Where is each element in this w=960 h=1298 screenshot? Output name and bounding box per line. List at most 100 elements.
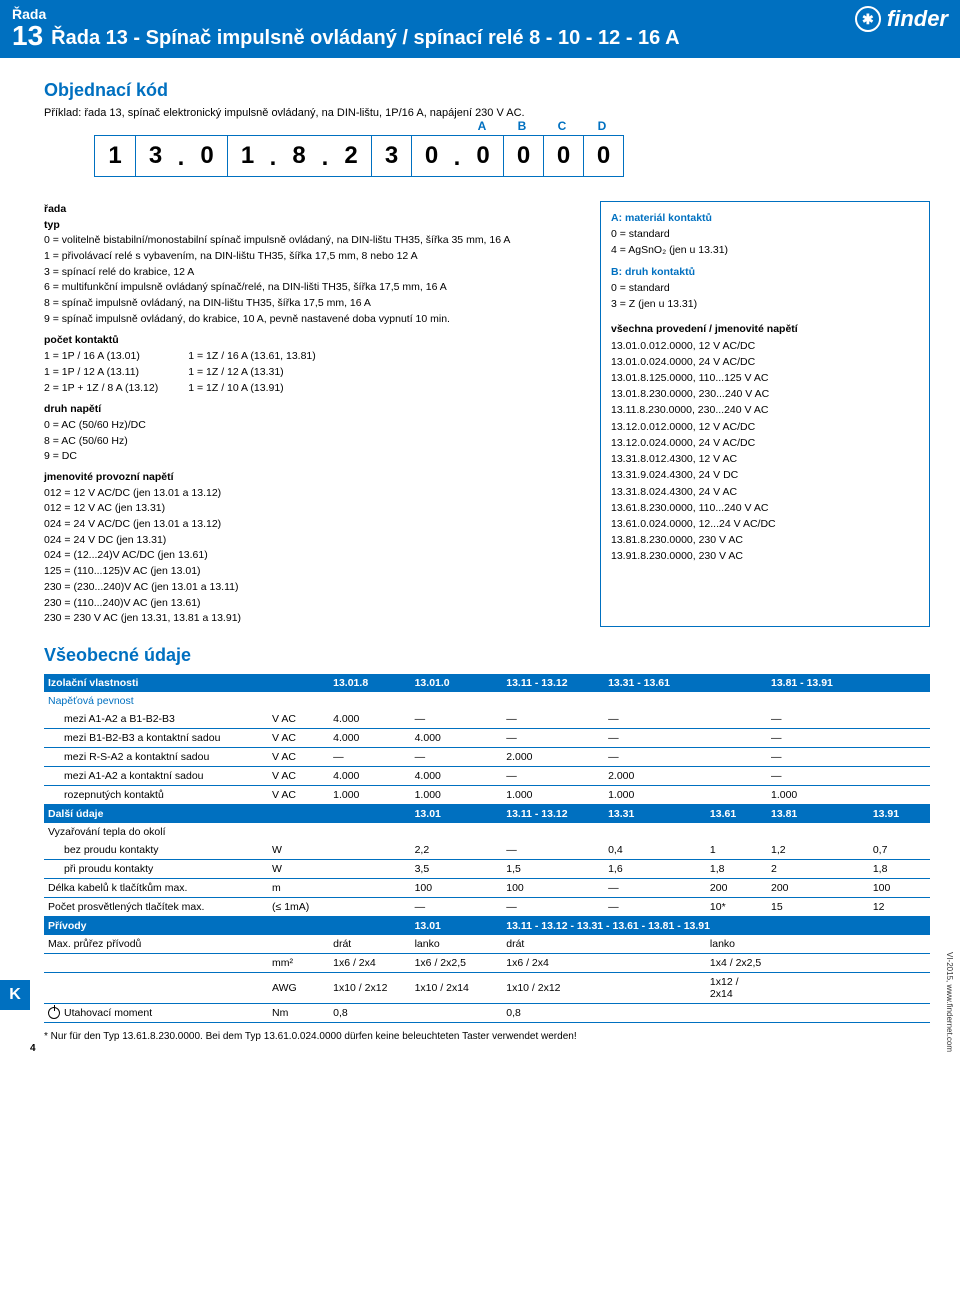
- table-cell: 1,5: [502, 859, 604, 878]
- table-row: Délka kabelů k tlačítkům max.m100100—200…: [44, 878, 930, 897]
- table-cell: 4.000: [411, 728, 503, 747]
- table-cell: [706, 785, 767, 804]
- table-cell: [604, 935, 706, 954]
- table-cell: 13.31: [604, 804, 706, 823]
- table-cell: [604, 972, 706, 1003]
- table-cell: 2: [767, 859, 869, 878]
- contact-columns: 1 = 1P / 16 A (13.01)1 = 1P / 12 A (13.1…: [44, 348, 570, 396]
- text-line: 0 = standard: [611, 281, 919, 296]
- footnote: * Nur für den Typ 13.61.8.230.0000. Bei …: [44, 1031, 930, 1042]
- table-cell: [869, 1003, 930, 1022]
- code-cell: 1: [227, 136, 267, 176]
- table-cell: [706, 674, 767, 692]
- table-cell: 13.01: [411, 916, 503, 935]
- table-cell: —: [411, 747, 503, 766]
- table-cell: 2.000: [502, 747, 604, 766]
- table-cell: [411, 823, 503, 841]
- table-cell: —: [767, 728, 869, 747]
- table-cell: mm²: [268, 953, 329, 972]
- table-cell: [268, 692, 329, 710]
- table-cell: —: [604, 728, 706, 747]
- page-header: Řada 13 Řada 13 - Spínač impulsně ovláda…: [0, 0, 960, 58]
- text-line: 3 = spínací relé do krabice, 12 A: [44, 265, 570, 280]
- table-cell: mezi R-S-A2 a kontaktní sadou: [44, 747, 268, 766]
- code-cell: 0: [187, 136, 227, 176]
- code-label: B: [502, 119, 542, 133]
- text-line: 024 = (12...24)V AC/DC (jen 13.61): [44, 548, 570, 563]
- text-line: 1 = 1P / 16 A (13.01): [44, 349, 158, 364]
- text-line: 024 = 24 V AC/DC (jen 13.01 a 13.12): [44, 517, 570, 532]
- text-line: 012 = 12 V AC/DC (jen 13.01 a 13.12): [44, 486, 570, 501]
- table-cell: Vyzařování tepla do okolí: [44, 823, 268, 841]
- table-row: rozepnutých kontaktůV AC1.0001.0001.0001…: [44, 785, 930, 804]
- table-cell: 13.81: [767, 804, 869, 823]
- table-cell: 1,8: [706, 859, 767, 878]
- table-cell: [706, 766, 767, 785]
- text-line: 9 = DC: [44, 449, 570, 464]
- code-label: [278, 119, 318, 133]
- table-cell: 200: [767, 878, 869, 897]
- description-columns: řada typ 0 = volitelně bistabilní/monost…: [44, 201, 930, 627]
- table-cell: [268, 674, 329, 692]
- table-cell: Max. průřez přívodů: [44, 935, 268, 954]
- text-line: 13.31.8.012.4300, 12 V AC: [611, 452, 919, 467]
- table-row: Další údaje13.0113.11 - 13.1213.3113.611…: [44, 804, 930, 823]
- table-cell: 1.000: [604, 785, 706, 804]
- table-cell: Další údaje: [44, 804, 268, 823]
- table-cell: [268, 804, 329, 823]
- table-cell: 2.000: [604, 766, 706, 785]
- right-column: A: materiál kontaktů 0 = standard4 = AgS…: [600, 201, 930, 627]
- text-line: 13.01.0.012.0000, 12 V AC/DC: [611, 339, 919, 354]
- table-row: Přívody13.0113.11 - 13.12 - 13.31 - 13.6…: [44, 916, 930, 935]
- text-line: 13.61.8.230.0000, 110...240 V AC: [611, 501, 919, 516]
- table-cell: 1x6 / 2x4: [502, 953, 604, 972]
- code-cell: 0: [583, 136, 623, 176]
- table-cell: W: [268, 841, 329, 860]
- table-cell: 1.000: [767, 785, 869, 804]
- table-cell: 13.01: [411, 804, 503, 823]
- table-cell: 1x10 / 2x14: [411, 972, 503, 1003]
- table-cell: 100: [502, 878, 604, 897]
- table-cell: [869, 692, 930, 710]
- code-cell: 0: [503, 136, 543, 176]
- text-line: 1 = 1Z / 10 A (13.91): [188, 381, 316, 396]
- table-cell: —: [604, 897, 706, 916]
- table-cell: [767, 823, 869, 841]
- table-cell: [44, 953, 268, 972]
- table-cell: lanko: [411, 935, 503, 954]
- code-cell: 0: [411, 136, 451, 176]
- table-cell: 0,8: [502, 1003, 604, 1022]
- table-cell: V AC: [268, 785, 329, 804]
- table-row: Počet prosvětlených tlačítek max.(≤ 1mA)…: [44, 897, 930, 916]
- table-cell: [604, 692, 706, 710]
- table-cell: —: [411, 897, 503, 916]
- table-cell: Nm: [268, 1003, 329, 1022]
- table-cell: 13.91: [869, 804, 930, 823]
- table-cell: [502, 823, 604, 841]
- text-line: 125 = (110...125)V AC (jen 13.01): [44, 564, 570, 579]
- table-cell: 0,4: [604, 841, 706, 860]
- table-cell: Délka kabelů k tlačítkům max.: [44, 878, 268, 897]
- table-cell: —: [502, 766, 604, 785]
- code-label: C: [542, 119, 582, 133]
- code-label: [410, 119, 450, 133]
- table-cell: [706, 823, 767, 841]
- table-cell: [869, 785, 930, 804]
- table-cell: [869, 747, 930, 766]
- code-label: [370, 119, 410, 133]
- code-cell: 0: [543, 136, 583, 176]
- torque-icon: [48, 1007, 60, 1019]
- b-lines: 0 = standard3 = Z (jen u 13.31): [611, 281, 919, 312]
- table-cell: m: [268, 878, 329, 897]
- table-cell: 1,2: [767, 841, 869, 860]
- code-separator: .: [451, 136, 463, 176]
- table-cell: [767, 953, 869, 972]
- code-separator: .: [319, 136, 331, 176]
- code-label: [330, 119, 370, 133]
- table-cell: 1x4 / 2x2,5: [706, 953, 767, 972]
- left-column: řada typ 0 = volitelně bistabilní/monost…: [44, 201, 570, 627]
- table-row: AWG1x10 / 2x121x10 / 2x141x10 / 2x121x12…: [44, 972, 930, 1003]
- text-line: 024 = 24 V DC (jen 13.31): [44, 533, 570, 548]
- table-cell: [706, 710, 767, 729]
- table-cell: W: [268, 859, 329, 878]
